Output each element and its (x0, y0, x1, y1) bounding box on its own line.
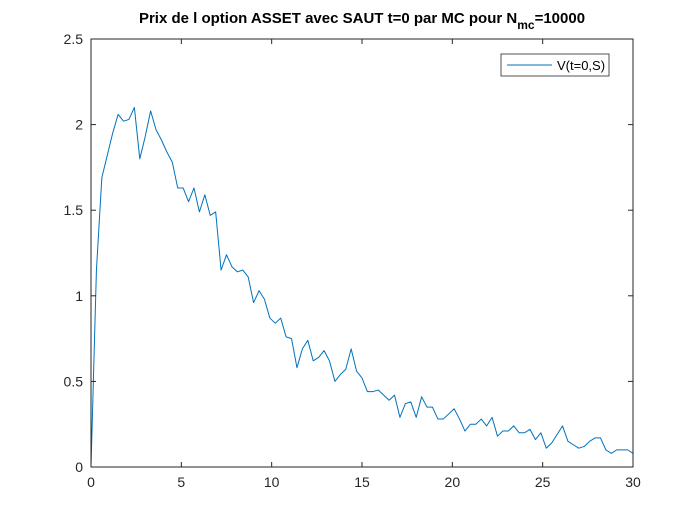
legend-box (500, 53, 610, 77)
y-tick-label: 2 (75, 117, 83, 133)
chart-title: Prix de l option ASSET avec SAUT t=0 par… (139, 10, 585, 32)
x-tick-label: 0 (87, 474, 95, 490)
y-tick-label: 2.5 (64, 31, 84, 47)
y-tick-label: 0 (75, 459, 83, 475)
x-tick-label: 25 (535, 474, 551, 490)
series-layer (90, 106, 634, 468)
x-tick-label: 15 (354, 474, 370, 490)
x-tick-label: 20 (445, 474, 461, 490)
legend: V(t=0,S) (500, 53, 610, 77)
x-tick-label: 5 (177, 474, 185, 490)
chart-title-tail: =10000 (535, 10, 585, 27)
legend-entry-label: V(t=0,S) (557, 58, 605, 73)
chart-title-subscript: mc (517, 18, 535, 32)
x-tick-label: 10 (264, 474, 280, 490)
chart-title-main: Prix de l option ASSET avec SAUT t=0 par… (139, 10, 517, 27)
y-tick-label: 1 (75, 288, 83, 304)
x-tick-label: 30 (625, 474, 641, 490)
plot-area (91, 39, 633, 467)
y-tick-label: 0.5 (64, 373, 84, 389)
y-tick-label: 1.5 (64, 202, 84, 218)
series-line (90, 106, 634, 468)
tick-layer: 0 5 10 15 20 25 30 0 0.5 1 1.5 2 2.5 (64, 31, 641, 490)
